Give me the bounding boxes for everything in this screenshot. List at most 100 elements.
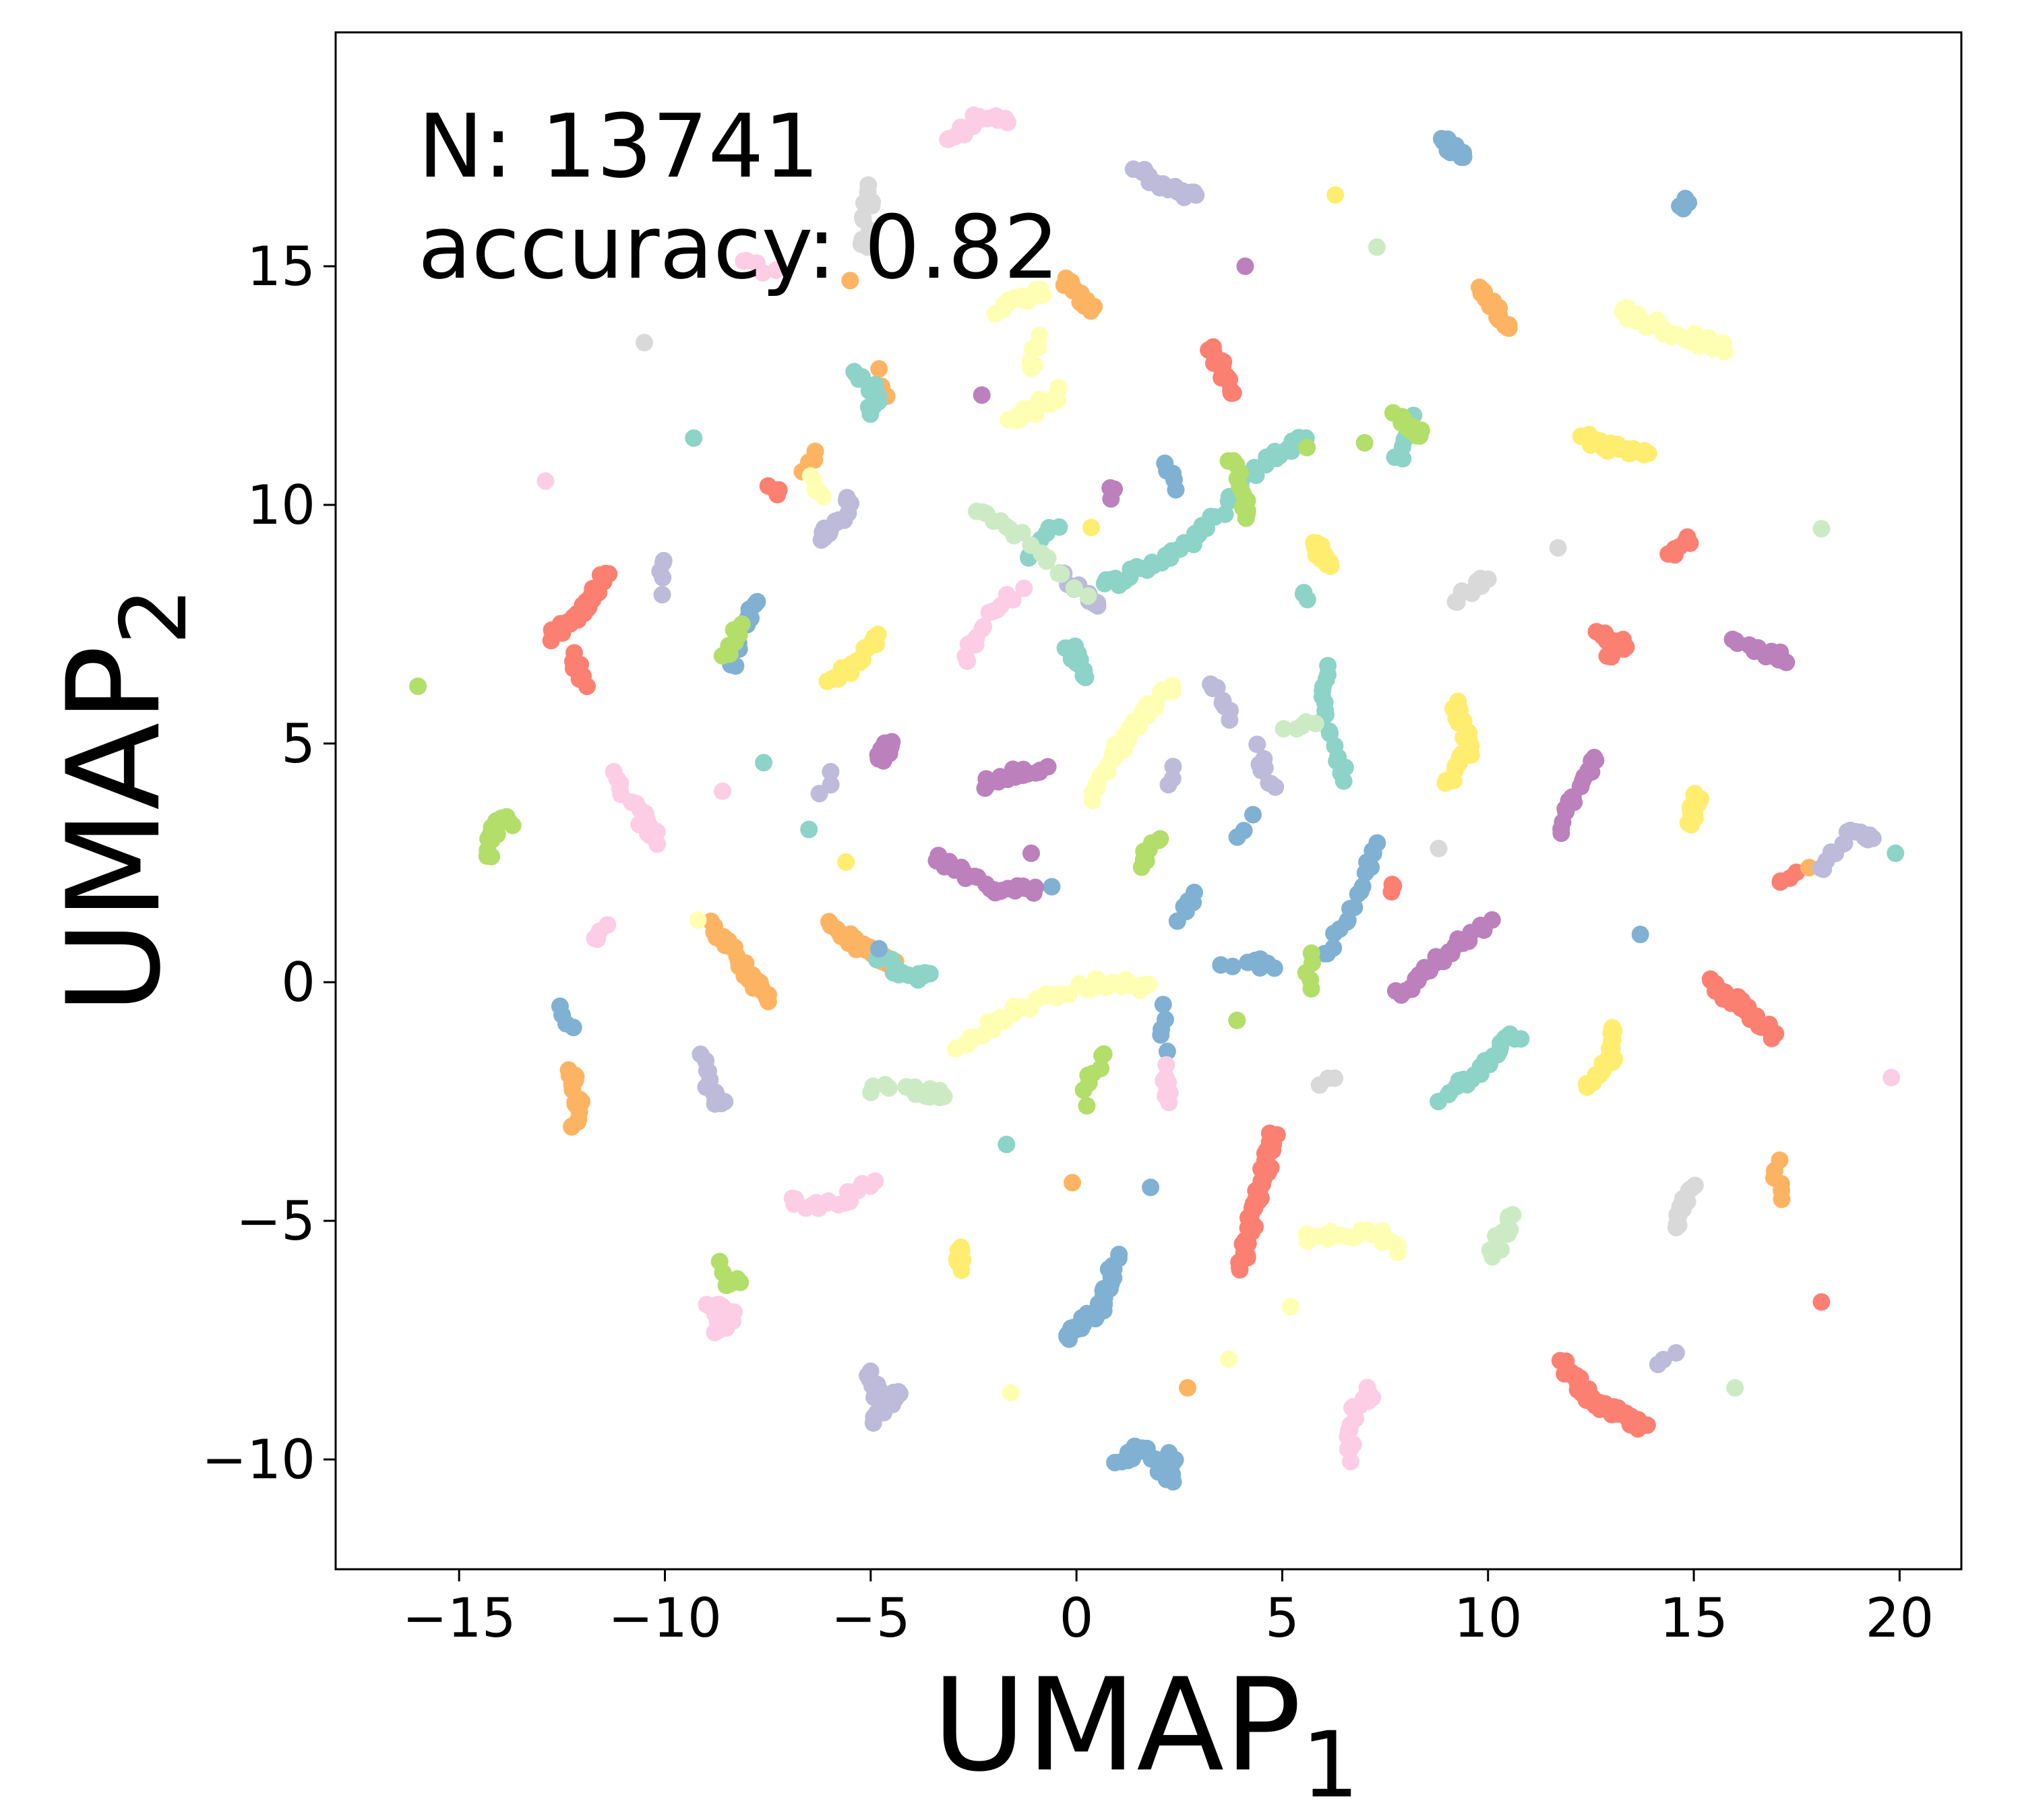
scatter-point: [1773, 1190, 1791, 1209]
scatter-point: [1326, 1069, 1344, 1087]
scatter-point: [1368, 238, 1386, 256]
scatter-point: [1671, 197, 1689, 215]
x-tick-label: −10: [608, 1587, 722, 1649]
scatter-point: [1887, 844, 1905, 862]
scatter-point: [1411, 427, 1429, 445]
x-tick-label: 20: [1866, 1587, 1934, 1649]
scatter-point: [1157, 1056, 1175, 1074]
scatter-point: [1686, 1176, 1704, 1194]
scatter-point: [1326, 186, 1345, 204]
scatter-point: [837, 853, 855, 871]
scatter-point: [870, 940, 888, 958]
scatter-point: [1265, 959, 1283, 977]
scatter-point: [822, 762, 840, 781]
scatter-point: [501, 814, 519, 831]
scatter-point: [1492, 1241, 1510, 1258]
x-axis-label-main: UMAP: [932, 1651, 1301, 1800]
x-tick-label: 0: [1060, 1587, 1094, 1649]
scatter-point: [880, 1079, 898, 1097]
plot-frame: [334, 31, 1963, 1571]
scatter-point: [1039, 758, 1057, 776]
scatter-point: [1150, 831, 1167, 849]
scatter-point: [1382, 883, 1401, 901]
scatter-point: [1638, 1416, 1656, 1434]
scatter-point: [1335, 772, 1353, 790]
scatter-point: [1777, 653, 1796, 671]
scatter-point: [1256, 759, 1274, 777]
scatter-point: [1078, 1097, 1096, 1115]
scatter-point: [1281, 1298, 1299, 1316]
scatter-point: [1236, 257, 1254, 275]
scatter-point: [1004, 590, 1022, 609]
scatter-point: [1454, 148, 1473, 166]
annotation-n: N: 13741: [418, 95, 820, 198]
scatter-point: [1639, 444, 1657, 462]
scatter-point: [864, 1414, 882, 1432]
scatter-point: [759, 992, 777, 1010]
scatter-point: [712, 1095, 731, 1113]
scatter-point: [754, 264, 772, 282]
scatter-point: [1882, 1068, 1901, 1087]
y-tick-label: 10: [247, 474, 315, 537]
scatter-point: [1235, 822, 1253, 840]
scatter-point: [1237, 509, 1255, 527]
y-axis-label-main: UMAP: [40, 645, 189, 1014]
y-tick-label: 15: [247, 235, 315, 298]
scatter-point: [537, 472, 555, 490]
y-tick-label: 0: [281, 951, 315, 1014]
scatter-point: [1302, 944, 1320, 962]
scatter-point: [1368, 834, 1386, 852]
scatter-point: [1318, 555, 1336, 574]
scatter-point: [685, 429, 703, 447]
scatter-point: [1667, 1344, 1685, 1362]
scatter-point: [1298, 439, 1316, 456]
scatter-point: [1152, 1026, 1170, 1044]
scatter-point: [1306, 715, 1324, 733]
scatter-points: [409, 107, 1905, 1491]
y-axis-label-sub: 2: [101, 587, 207, 645]
scatter-point: [814, 487, 832, 506]
x-axis-label-sub: 1: [1301, 1712, 1359, 1818]
y-tick-label: 5: [281, 712, 315, 775]
scatter-point: [1244, 806, 1262, 824]
scatter-point: [1158, 1042, 1176, 1060]
scatter-point: [1341, 900, 1359, 918]
scatter-point: [1092, 1060, 1109, 1078]
scatter-point: [1812, 520, 1831, 538]
x-tick-label: 10: [1454, 1587, 1523, 1649]
scatter-point: [1223, 957, 1242, 975]
scatter-point: [1160, 1444, 1178, 1462]
scatter-point: [1002, 1384, 1020, 1401]
scatter-point: [714, 782, 731, 800]
scatter-point: [1605, 1022, 1623, 1040]
scatter-point: [1163, 682, 1182, 700]
scatter-point: [1076, 669, 1095, 687]
scatter-point: [800, 820, 818, 839]
scatter-point: [1142, 1178, 1160, 1196]
scatter-point: [563, 1118, 581, 1136]
scatter-point: [648, 835, 667, 853]
scatter-point: [1686, 785, 1704, 803]
scatter-point: [822, 776, 840, 794]
scatter-point: [882, 738, 900, 756]
scatter-point: [838, 489, 856, 507]
scatter-point: [1260, 1124, 1279, 1143]
scatter-point: [733, 615, 751, 633]
scatter-point: [1512, 1030, 1530, 1048]
y-tick-label: −10: [202, 1428, 315, 1491]
scatter-point: [1032, 280, 1050, 299]
scatter-point: [1228, 1011, 1246, 1029]
scatter-point: [935, 1087, 953, 1105]
scatter-point: [1204, 679, 1222, 698]
scatter-point: [1386, 448, 1404, 466]
scatter-point: [767, 261, 785, 279]
scatter-point: [1049, 382, 1067, 400]
scatter-point: [1164, 758, 1182, 776]
scatter-point: [1500, 319, 1518, 337]
x-tick-label: −15: [402, 1587, 516, 1649]
scatter-point: [1631, 926, 1649, 944]
scatter-point: [841, 272, 859, 290]
scatter-point: [1066, 580, 1084, 598]
scatter-point: [1027, 878, 1045, 897]
